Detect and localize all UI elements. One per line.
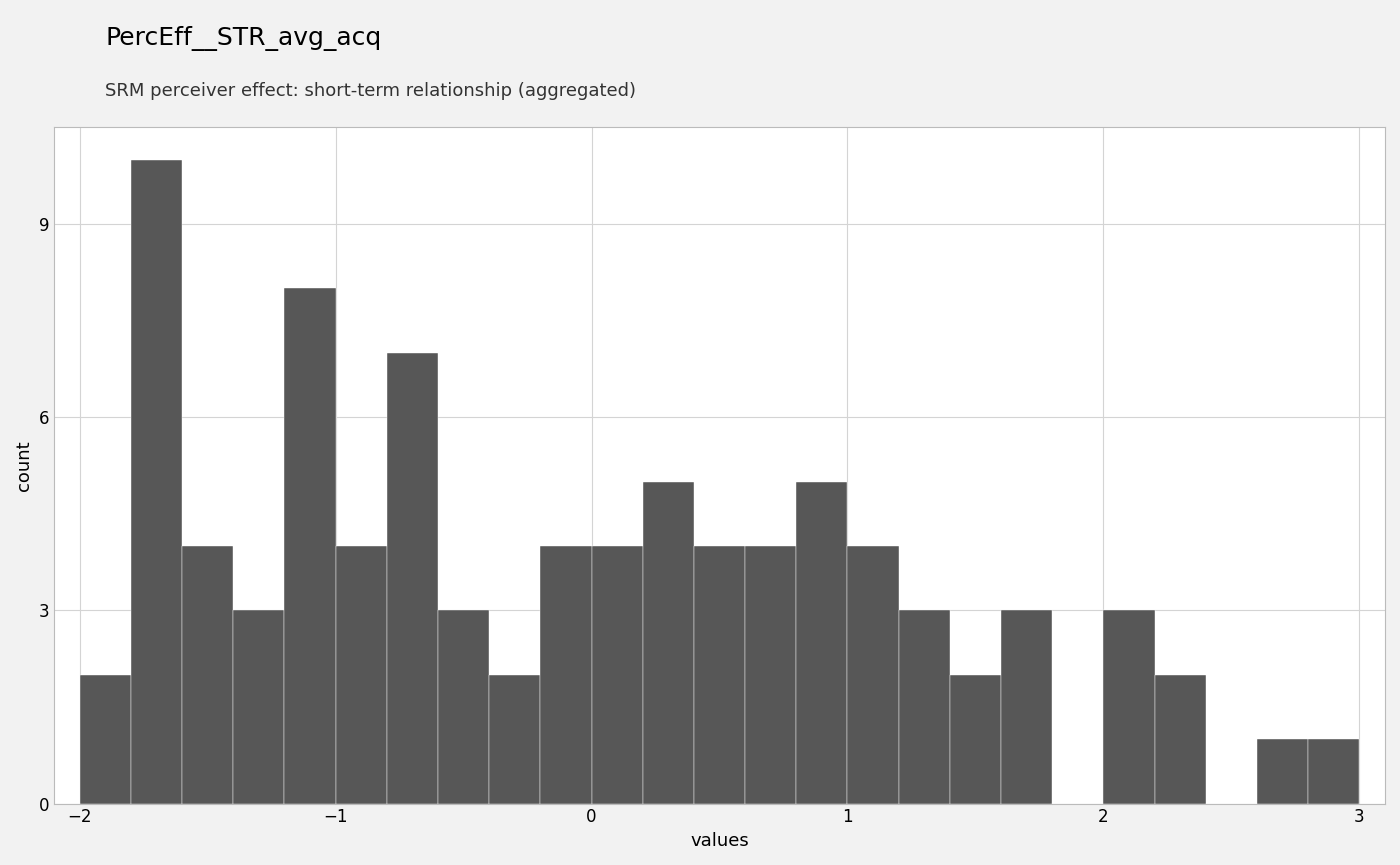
Bar [130, 160, 182, 804]
Bar [694, 546, 745, 804]
Bar [847, 546, 899, 804]
Bar [949, 675, 1001, 804]
Bar [643, 482, 694, 804]
Bar [438, 611, 489, 804]
Bar [1308, 740, 1359, 804]
Bar [489, 675, 540, 804]
Bar [336, 546, 386, 804]
Text: PercEff__STR_avg_acq: PercEff__STR_avg_acq [105, 26, 381, 51]
Bar [182, 546, 234, 804]
X-axis label: values: values [690, 832, 749, 850]
Text: SRM perceiver effect: short-term relationship (aggregated): SRM perceiver effect: short-term relatio… [105, 82, 636, 100]
Bar [745, 546, 797, 804]
Bar [592, 546, 643, 804]
Bar [386, 353, 438, 804]
Bar [284, 288, 336, 804]
Bar [234, 611, 284, 804]
Y-axis label: count: count [15, 440, 34, 490]
Bar [1001, 611, 1053, 804]
Bar [797, 482, 847, 804]
Bar [80, 675, 130, 804]
Bar [1155, 675, 1205, 804]
Bar [1257, 740, 1308, 804]
Bar [899, 611, 949, 804]
Bar [540, 546, 592, 804]
Bar [1103, 611, 1155, 804]
